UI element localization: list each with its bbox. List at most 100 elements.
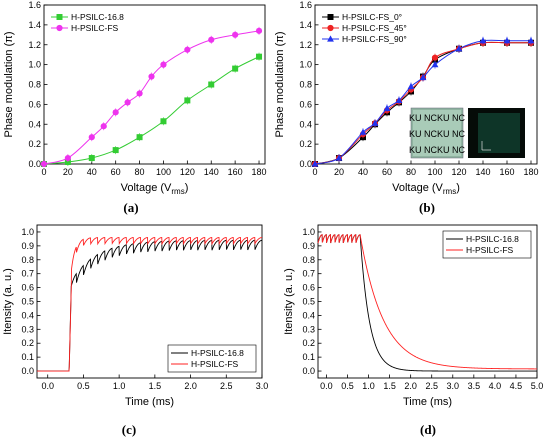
y-tick-label: 0.8 — [302, 255, 315, 265]
x-tick-label: 3.0 — [447, 381, 460, 391]
legend-marker — [327, 14, 334, 20]
data-point — [383, 104, 391, 111]
legend: H-PSILC-16.8H-PSILC-FS — [442, 230, 532, 259]
x-tick-label: 60 — [111, 167, 121, 177]
y-tick-label: 0.3 — [21, 324, 34, 334]
y-tick-label: 0.5 — [21, 297, 34, 307]
inset-photo-bright-panel — [413, 110, 461, 156]
x-tick-label: 100 — [427, 167, 442, 177]
y-tick-label: 1.4 — [28, 20, 41, 30]
x-tick-label: 0 — [312, 167, 317, 177]
y-tick-label: 1.2 — [299, 40, 312, 50]
data-point — [407, 82, 415, 90]
series-line — [43, 30, 260, 165]
data-point — [256, 53, 263, 60]
data-point — [100, 123, 107, 130]
data-point — [395, 96, 403, 103]
inset-photo-text: KU NCKU NC — [409, 113, 466, 123]
series-line — [43, 56, 260, 165]
y-tick-label: 1.2 — [28, 40, 41, 50]
y-tick-label: 0.0 — [302, 366, 315, 376]
x-tick-label: 180 — [252, 167, 267, 177]
y-tick-label: 0.7 — [21, 269, 34, 279]
legend: H-PSILC-16.8H-PSILC-FS — [167, 344, 257, 373]
legend-entry: H-PSILC-16.8 — [466, 234, 519, 244]
x-axis-title: Voltage (Vrms) — [392, 182, 460, 196]
series-line — [317, 234, 537, 370]
y-tick-label: 0.0 — [21, 366, 34, 376]
y-tick-label: 1.6 — [299, 0, 312, 10]
x-tick-label: 40 — [358, 167, 368, 177]
data-point — [136, 134, 143, 141]
y-tick-label: 0.4 — [28, 119, 41, 129]
data-point — [88, 155, 95, 162]
legend-entry: H-PSILC-FS — [191, 359, 239, 369]
data-point — [479, 37, 487, 44]
data-point — [371, 119, 379, 126]
y-tick-label: 0.5 — [302, 297, 315, 307]
data-point — [419, 73, 427, 81]
y-tick-label: 0.0 — [299, 159, 312, 169]
x-tick-label: 120 — [180, 167, 195, 177]
x-tick-label: 60 — [382, 167, 392, 177]
x-tick-label: 140 — [475, 167, 490, 177]
legend-entry: H-PSILC-FS — [466, 245, 514, 255]
x-tick-label: 160 — [499, 167, 514, 177]
x-tick-label: 0.0 — [41, 381, 54, 391]
legend-entry: H-PSILC-FS — [71, 23, 119, 33]
y-tick-label: 0.0 — [28, 159, 41, 169]
series-1 — [317, 234, 537, 370]
series-2 — [311, 36, 535, 167]
data-point — [184, 97, 191, 104]
legend-marker — [327, 24, 334, 32]
x-tick-label: 2.0 — [184, 381, 197, 391]
y-tick-label: 0.9 — [21, 241, 34, 251]
y-tick-label: 0.2 — [21, 338, 34, 348]
data-point — [40, 160, 48, 168]
panel-b: 0 20 40 60 80 100 120 140 160 180 0.0 0.2 0.4 0.6 0.8 1… — [274, 0, 539, 215]
data-point — [232, 31, 239, 38]
x-tick-label: 180 — [523, 167, 538, 177]
data-point — [431, 54, 439, 61]
data-point — [359, 128, 367, 135]
x-tick-label: 1.0 — [113, 381, 126, 391]
data-point — [208, 81, 215, 88]
y-tick-label: 0.3 — [302, 324, 315, 334]
x-tick-label: 40 — [87, 167, 97, 177]
data-point — [455, 45, 463, 52]
y-tick-label: 1.6 — [28, 0, 41, 10]
y-tick-label: 0.6 — [302, 283, 315, 293]
y-tick-label: 0.1 — [21, 352, 34, 362]
data-point — [124, 99, 131, 106]
x-tick-label: 20 — [63, 167, 73, 177]
x-tick-label: 100 — [156, 167, 171, 177]
series-1 — [40, 26, 263, 168]
x-tick-label: 80 — [135, 167, 145, 177]
y-axis-title: Itensity (a. u.) — [283, 268, 295, 335]
inset-photo-text: KU NCKU NC — [409, 129, 466, 139]
y-tick-label: 0.2 — [299, 139, 312, 149]
x-tick-label: 0.5 — [341, 381, 354, 391]
x-tick-label: 20 — [334, 167, 344, 177]
x-tick-label: 5.0 — [531, 381, 544, 391]
y-tick-label: 1.0 — [302, 227, 315, 237]
data-point — [112, 147, 119, 154]
y-tick-label: 0.6 — [299, 99, 312, 109]
y-tick-label: 0.6 — [28, 99, 41, 109]
y-tick-label: 1.0 — [21, 227, 34, 237]
y-tick-label: 0.4 — [21, 310, 34, 320]
y-tick-label: 0.8 — [21, 255, 34, 265]
data-point — [503, 37, 511, 44]
y-tick-label: 1.0 — [299, 60, 312, 70]
panel-a: 0 20 40 60 80 100 120 140 160 180 0.0 0.2 0.4 0.6 0.8 1… — [3, 0, 267, 215]
y-tick-label: 0.8 — [299, 80, 312, 90]
data-point — [160, 61, 167, 68]
data-point — [64, 154, 71, 162]
y-tick-label: 0.4 — [299, 119, 312, 129]
legend-entry: H-PSILC-16.8 — [191, 348, 244, 358]
y-tick-label: 0.8 — [28, 80, 41, 90]
x-tick-label: 0 — [41, 167, 46, 177]
legend: H-PSILC-16.8H-PSILC-FS — [51, 12, 124, 33]
x-axis-title: Voltage (Vrms) — [121, 182, 189, 196]
legend-entry: H-PSILC-FS_90° — [342, 34, 407, 44]
